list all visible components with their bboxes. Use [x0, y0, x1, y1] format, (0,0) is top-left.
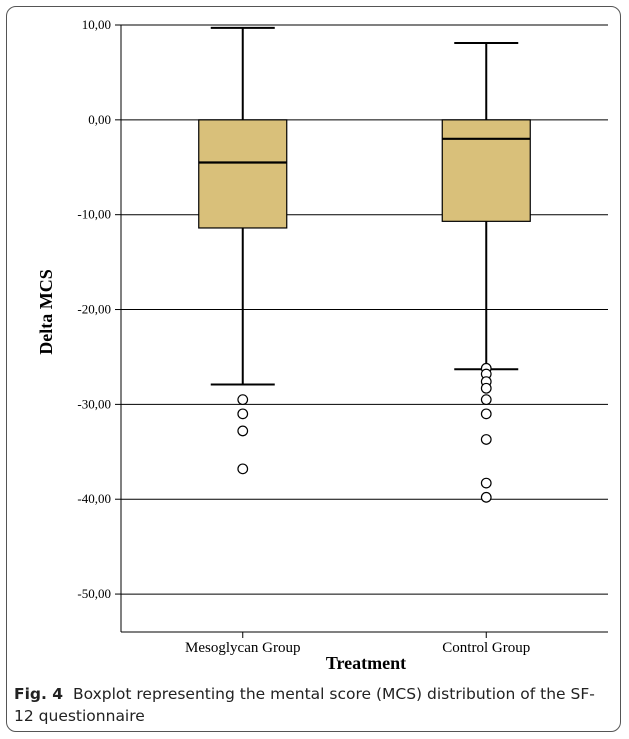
iqr-box	[198, 119, 288, 229]
outlier-point	[480, 394, 492, 406]
boxplot-chart: 10,00 0,00 -10,00 -20,00 -30,00 -40,00 -50,00 M…	[36, 17, 608, 673]
outlier-point	[480, 477, 492, 489]
outlier-point	[237, 408, 249, 420]
outlier-point	[480, 434, 492, 445]
y-tick-label: 10,00	[82, 17, 111, 32]
y-tick-label: -40,00	[77, 491, 111, 506]
x-axis-label: Treatment	[326, 653, 406, 673]
outlier-point	[480, 408, 492, 420]
outlier-point	[237, 394, 249, 406]
iqr-box	[441, 119, 531, 222]
caption-text: Boxplot representing the mental score (M…	[14, 685, 595, 725]
y-tick-label: -10,00	[77, 207, 111, 222]
y-tick-label: 0,00	[88, 112, 111, 127]
figure-frame	[6, 6, 621, 732]
outlier-point	[480, 491, 492, 503]
x-tick-label: Control Group	[442, 640, 530, 656]
outlier-point	[480, 382, 492, 394]
outlier-point	[237, 425, 249, 437]
y-tick-label: -20,00	[77, 302, 111, 317]
y-tick-label: -30,00	[77, 396, 111, 411]
caption-label: Fig. 4	[14, 685, 64, 703]
y-tick-label: -50,00	[77, 586, 111, 601]
figure-caption: Fig. 4 Boxplot representing the mental s…	[14, 683, 614, 727]
y-axis-label: Delta MCS	[36, 269, 56, 354]
x-tick-label: Mesoglycan Group	[185, 640, 300, 656]
outlier-point	[237, 463, 249, 475]
